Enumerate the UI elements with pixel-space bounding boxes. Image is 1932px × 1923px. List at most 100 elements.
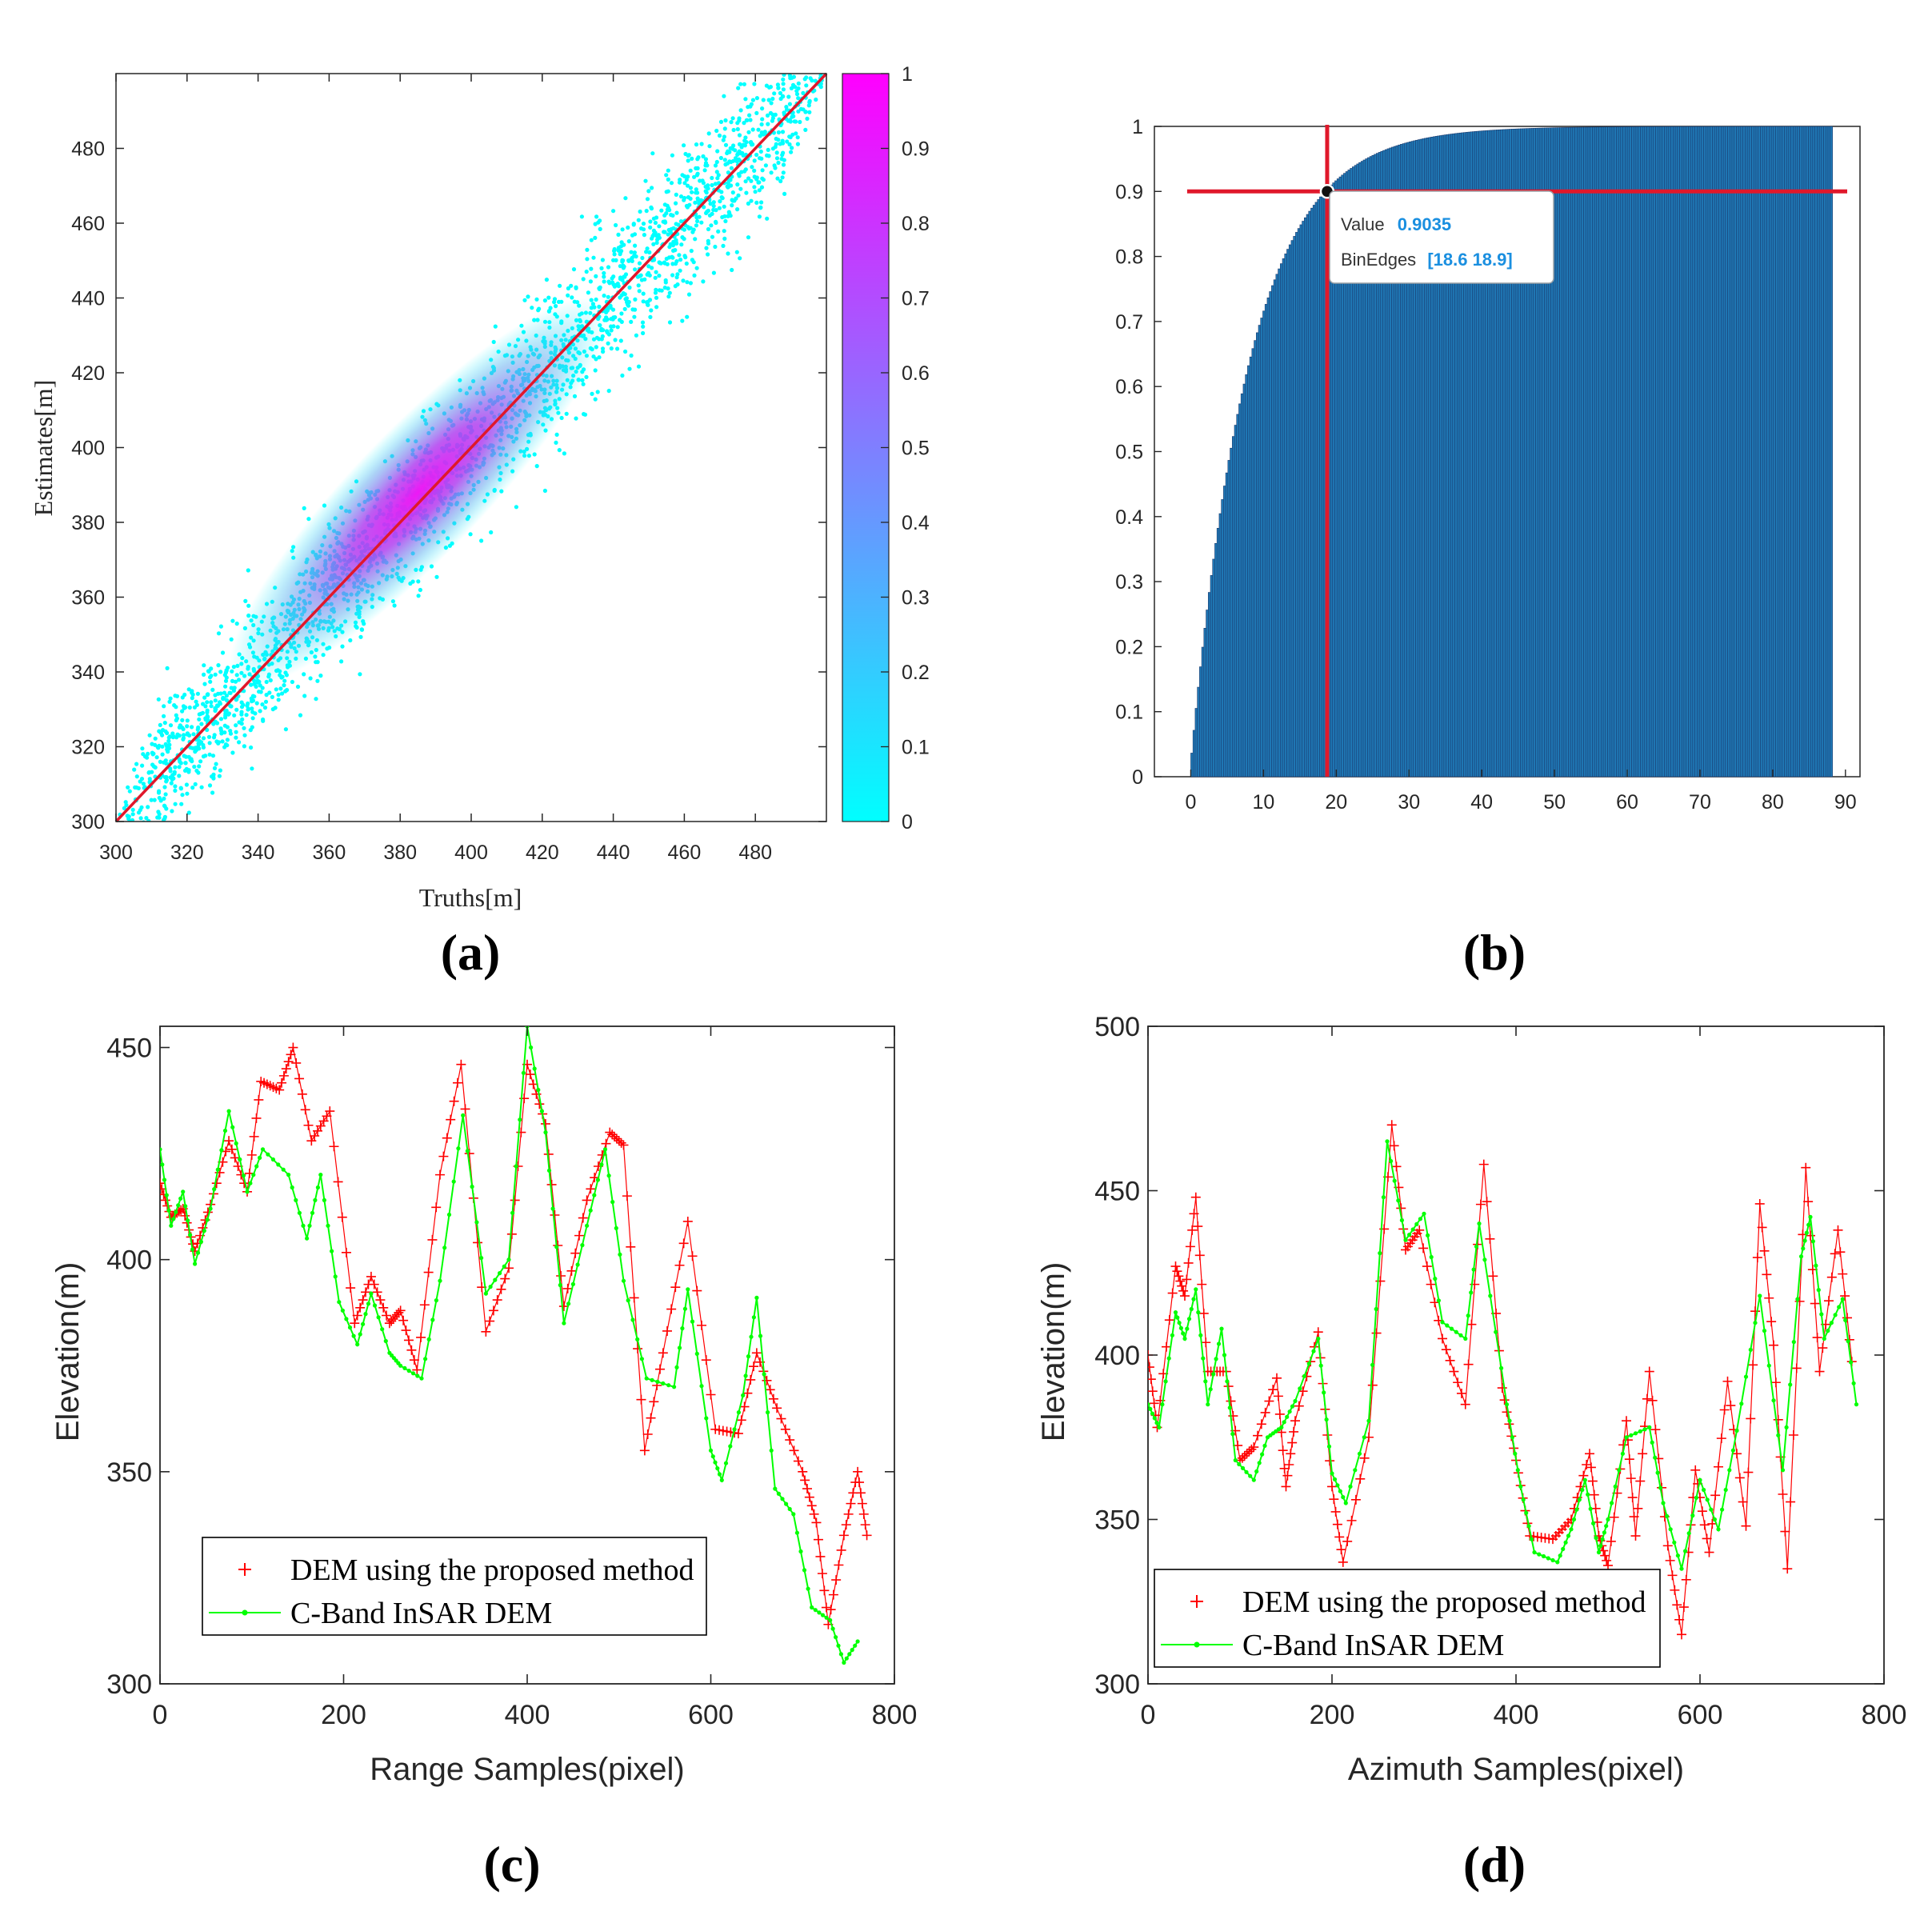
series-marker <box>361 1287 371 1297</box>
series-marker <box>644 1376 649 1381</box>
series-marker <box>826 1605 836 1615</box>
a-colorbar-tick-label: 0.3 <box>902 587 930 610</box>
a-point <box>664 256 669 262</box>
a-point <box>701 154 706 159</box>
a-point <box>610 307 616 312</box>
a-point <box>807 110 812 114</box>
a-point <box>796 96 801 101</box>
a-point <box>791 74 797 79</box>
a-point <box>815 59 819 63</box>
a-point <box>557 448 562 453</box>
a-point <box>834 27 838 31</box>
series-marker <box>438 1278 442 1283</box>
series-marker <box>442 1245 447 1250</box>
series-marker <box>1244 1446 1254 1457</box>
a-point <box>188 837 192 841</box>
series-marker <box>1826 1329 1830 1333</box>
series-marker <box>1253 1430 1263 1441</box>
series-marker <box>1286 1449 1296 1459</box>
a-point <box>173 788 178 794</box>
a-point <box>736 150 741 155</box>
series-marker <box>1374 1306 1378 1312</box>
series-marker <box>1463 1359 1474 1369</box>
a-point <box>780 153 785 158</box>
series-marker <box>708 1448 714 1453</box>
a-point <box>798 57 802 61</box>
series-marker <box>1734 1428 1739 1433</box>
series-marker <box>536 1087 541 1093</box>
series-marker <box>452 1077 462 1088</box>
a-point <box>667 320 673 325</box>
series-marker <box>570 1281 576 1286</box>
series-marker <box>1189 1209 1199 1219</box>
a-point <box>796 81 801 86</box>
series-marker <box>1638 1449 1648 1459</box>
a-point <box>108 892 112 896</box>
a-point <box>189 757 194 762</box>
series-marker <box>710 1454 715 1459</box>
series-marker <box>1466 1313 1470 1318</box>
a-point <box>229 704 234 709</box>
series-marker <box>1587 1476 1598 1486</box>
series-marker <box>658 1348 668 1358</box>
a-point <box>171 832 175 836</box>
a-point <box>781 170 786 175</box>
series-marker <box>1624 1435 1629 1440</box>
series-marker <box>315 1121 326 1131</box>
legend-label: DEM using the proposed method <box>1242 1585 1646 1619</box>
a-xtick-label: 380 <box>383 842 417 864</box>
series-marker <box>355 1302 366 1313</box>
series-marker <box>347 1325 353 1330</box>
a-point <box>740 150 745 156</box>
series-marker <box>1256 1419 1266 1429</box>
series-marker <box>1727 1468 1732 1473</box>
a-colorbar-tick-label: 1 <box>902 63 913 86</box>
series-marker <box>401 1325 411 1336</box>
series-marker <box>1482 1197 1492 1207</box>
series-marker <box>186 1218 190 1223</box>
series-marker <box>666 1304 677 1314</box>
a-point <box>706 131 711 136</box>
b-datatip[interactable]: Value 0.9035 BinEdges [18.6 18.9] <box>1329 190 1554 284</box>
a-point <box>156 790 162 795</box>
series-marker <box>1226 1396 1236 1406</box>
a-point <box>718 155 724 161</box>
a-point <box>826 55 830 59</box>
series-marker <box>1719 1405 1730 1415</box>
b-ytick-label: 0.5 <box>1115 442 1143 464</box>
series-marker <box>855 1488 866 1498</box>
a-point <box>222 673 227 678</box>
a-point <box>162 814 167 819</box>
a-point <box>722 214 727 219</box>
a-point <box>721 138 726 142</box>
a-colorbar-tick-label: 0.8 <box>902 213 930 235</box>
d-series <box>1148 1120 1859 1640</box>
a-point <box>178 761 183 766</box>
series-marker <box>176 1203 181 1208</box>
series-marker <box>529 1045 534 1050</box>
series-marker <box>1290 1416 1300 1426</box>
series-marker <box>222 1128 228 1133</box>
a-point <box>805 62 809 66</box>
a-point <box>217 700 222 705</box>
series-marker <box>1194 1250 1205 1261</box>
a-point <box>822 46 826 50</box>
a-point <box>631 222 636 226</box>
series-marker <box>1606 1536 1616 1546</box>
a-point <box>617 248 622 253</box>
a-point <box>416 594 421 598</box>
series-marker <box>178 1196 183 1201</box>
a-point <box>166 746 172 751</box>
a-colorbar-tick-label: 0.2 <box>902 662 930 684</box>
a-point <box>114 827 118 831</box>
a-point <box>765 216 770 221</box>
a-point <box>140 763 145 768</box>
a-point <box>732 198 737 203</box>
a-point <box>270 707 275 712</box>
series-marker <box>733 1429 743 1439</box>
a-point <box>202 695 207 700</box>
series-marker <box>1257 1461 1262 1465</box>
b-datatip-bins-label: BinEdges <box>1341 250 1416 270</box>
series-marker <box>479 1256 484 1261</box>
